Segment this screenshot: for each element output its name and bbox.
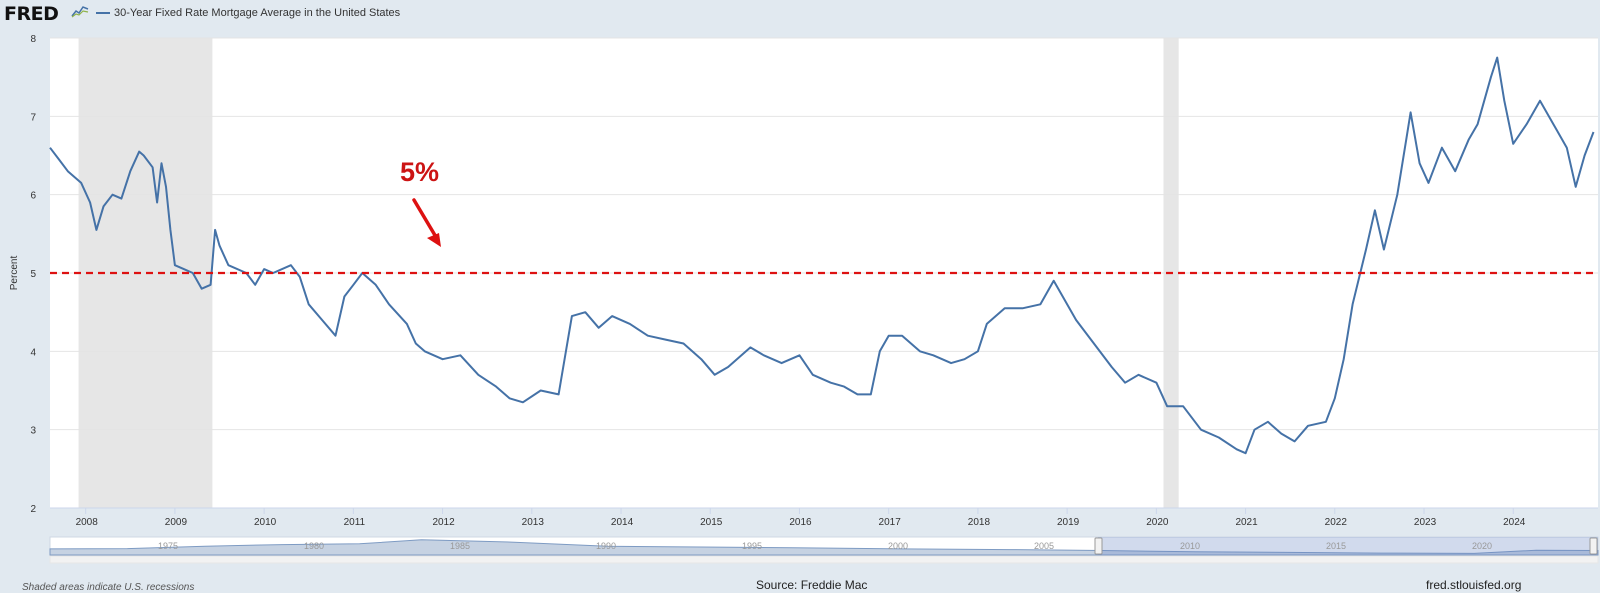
recession-note: Shaded areas indicate U.S. recessions [22, 582, 194, 593]
x-tick-label: 2019 [1057, 517, 1080, 528]
x-tick-label: 2024 [1503, 517, 1526, 528]
navigator-selected-range [1098, 537, 1598, 555]
x-tick-label: 2021 [1235, 517, 1258, 528]
x-tick-label: 2008 [76, 517, 99, 528]
y-axis-label: Percent [9, 256, 20, 291]
y-tick-label: 4 [30, 347, 36, 358]
navigator-year-label: 1990 [596, 541, 616, 551]
y-tick-label: 6 [30, 191, 36, 202]
navigator-year-label: 2000 [888, 541, 908, 551]
x-tick-label: 2022 [1325, 517, 1348, 528]
navigator-year-label: 2020 [1472, 541, 1492, 551]
navigator-year-label: 2005 [1034, 541, 1054, 551]
navigator-year-label: 1985 [450, 541, 470, 551]
navigator-year-label: 1980 [304, 541, 324, 551]
x-tick-label: 2014 [611, 517, 634, 528]
navigator-handle[interactable] [1590, 538, 1597, 554]
x-tick-label: 2012 [432, 517, 455, 528]
x-tick-label: 2015 [700, 517, 723, 528]
x-tick-label: 2023 [1414, 517, 1437, 528]
x-tick-label: 2013 [522, 517, 545, 528]
navigator-handle[interactable] [1095, 538, 1102, 554]
x-tick-label: 2011 [344, 517, 366, 528]
x-tick-label: 2017 [879, 517, 902, 528]
annotation-label: 5% [400, 157, 439, 187]
y-tick-label: 3 [30, 426, 36, 437]
navigator-year-label: 1995 [742, 541, 762, 551]
y-tick-label: 2 [30, 504, 36, 515]
y-tick-label: 7 [30, 112, 36, 123]
x-tick-label: 2010 [254, 517, 277, 528]
navigator-year-label: 2015 [1326, 541, 1346, 551]
y-tick-label: 8 [30, 34, 36, 45]
x-tick-label: 2020 [1146, 517, 1169, 528]
x-tick-label: 2016 [789, 517, 812, 528]
navigator-scrollbar[interactable] [50, 556, 1598, 563]
x-tick-label: 2018 [968, 517, 991, 528]
navigator-year-label: 1975 [158, 541, 178, 551]
x-tick-label: 2009 [165, 517, 188, 528]
y-tick-label: 5 [30, 269, 36, 280]
navigator-year-label: 2010 [1180, 541, 1200, 551]
